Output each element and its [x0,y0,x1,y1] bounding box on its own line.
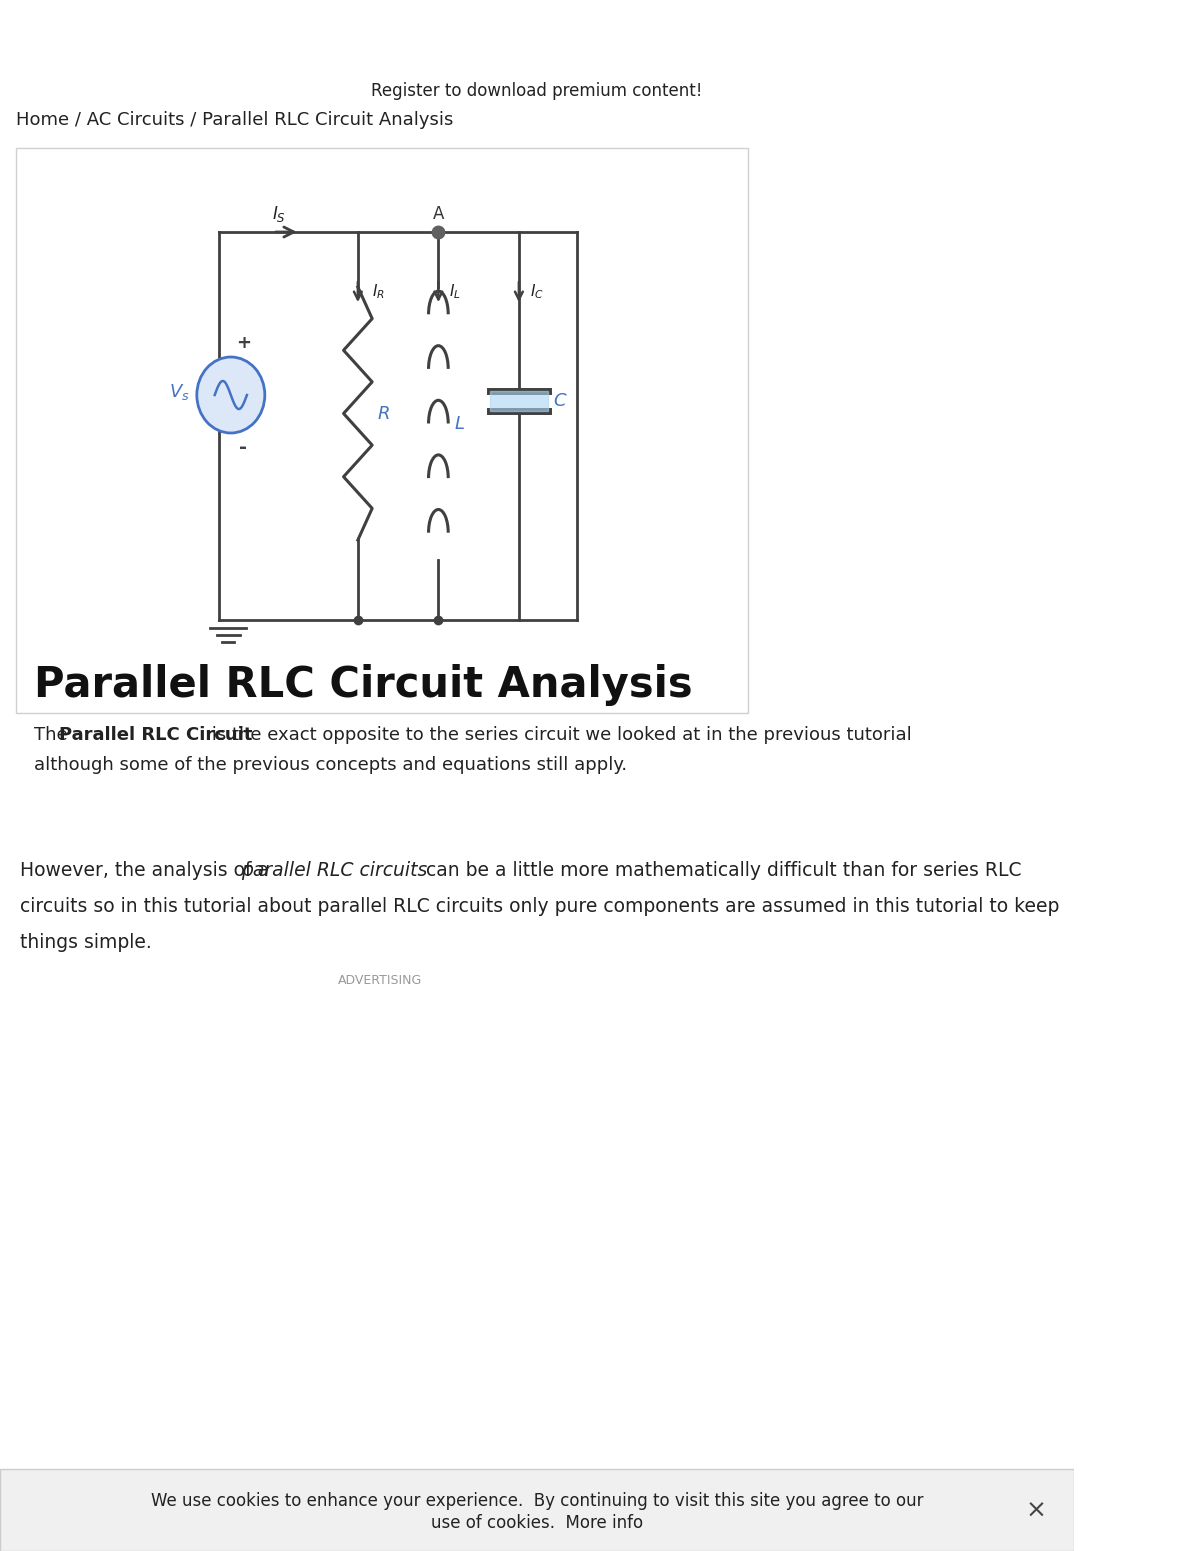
Text: Register to download premium content!: Register to download premium content! [371,82,702,99]
Text: can be a little more mathematically difficult than for series RLC: can be a little more mathematically diff… [420,861,1022,879]
Text: $I_L$: $I_L$ [449,282,461,301]
Text: ADVERTISING: ADVERTISING [338,974,422,986]
Text: ×: × [1026,1498,1046,1523]
Text: +: + [236,333,251,352]
Text: We use cookies to enhance your experience.  By continuing to visit this site you: We use cookies to enhance your experienc… [150,1492,923,1511]
Text: However, the analysis of a: However, the analysis of a [19,861,275,879]
Text: parallel RLC circuits: parallel RLC circuits [241,861,428,879]
Text: The: The [34,726,73,744]
Text: although some of the previous concepts and equations still apply.: although some of the previous concepts a… [34,755,628,774]
Text: R: R [378,405,390,422]
Text: use of cookies.  More info: use of cookies. More info [431,1514,643,1532]
Circle shape [197,357,265,433]
Text: Parallel RLC Circuit: Parallel RLC Circuit [59,726,252,744]
Text: $I_S$: $I_S$ [272,205,286,223]
FancyBboxPatch shape [0,1469,1074,1551]
Bar [491,391,547,411]
Text: $I_R$: $I_R$ [372,282,385,301]
Text: L: L [455,414,464,433]
Text: Home / AC Circuits / Parallel RLC Circuit Analysis: Home / AC Circuits / Parallel RLC Circui… [16,112,454,129]
Text: -: - [239,437,247,456]
Text: $V_s$: $V_s$ [169,382,190,402]
Text: A: A [433,205,444,223]
Text: $I_C$: $I_C$ [529,282,544,301]
Text: C: C [553,392,565,409]
Text: things simple.: things simple. [19,932,151,951]
Text: Parallel RLC Circuit Analysis: Parallel RLC Circuit Analysis [34,664,692,706]
Text: is the exact opposite to the series circuit we looked at in the previous tutoria: is the exact opposite to the series circ… [205,726,912,744]
FancyBboxPatch shape [16,147,748,713]
Text: circuits so in this tutorial about parallel RLC circuits only pure components ar: circuits so in this tutorial about paral… [19,896,1060,915]
